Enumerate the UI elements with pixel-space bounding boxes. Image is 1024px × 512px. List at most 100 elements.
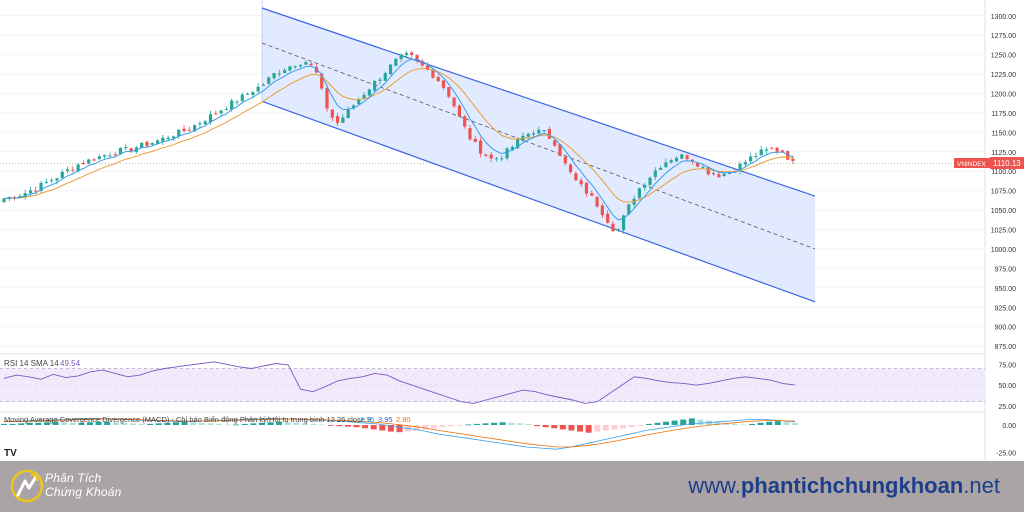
- candle-body: [415, 55, 419, 61]
- candle-body: [155, 140, 160, 144]
- candle-body: [473, 138, 477, 142]
- candle-body: [140, 142, 144, 149]
- candle-body: [219, 110, 223, 114]
- url-suffix: .net: [963, 473, 1000, 498]
- candle-body: [92, 159, 96, 161]
- candle-body: [447, 87, 451, 97]
- candle-body: [759, 149, 763, 156]
- macd-histogram-bar: [344, 425, 351, 427]
- macd-value-signal: 3.95: [378, 415, 393, 424]
- candle-body: [320, 73, 324, 89]
- macd-histogram-bar: [456, 425, 463, 426]
- macd-histogram-bar: [723, 422, 730, 425]
- candle-body: [653, 170, 657, 177]
- brand-logo-icon[interactable]: [10, 469, 44, 503]
- candle-body: [118, 147, 123, 154]
- candle-body: [526, 133, 530, 137]
- candle-body: [494, 158, 499, 160]
- macd-histogram-bar: [61, 422, 68, 425]
- macd-histogram-bar: [413, 425, 420, 431]
- tradingview-logo[interactable]: TV: [4, 448, 17, 459]
- macd-histogram-bar: [671, 420, 678, 425]
- candle-body: [298, 65, 303, 67]
- candle-body: [431, 69, 435, 78]
- candle-body: [245, 93, 250, 95]
- candle-body: [674, 157, 679, 162]
- candle-body: [537, 129, 541, 134]
- macd-histogram-bar: [362, 425, 369, 429]
- candle-body: [113, 154, 117, 156]
- price-tick-label: 950.00: [995, 286, 1017, 293]
- price-tick-label: 1050.00: [991, 208, 1016, 215]
- channel-middle-line: [261, 42, 816, 250]
- candle-body: [71, 169, 75, 171]
- macd-histogram-bar: [482, 423, 489, 425]
- candle-body: [336, 116, 340, 124]
- macd-histogram-bar: [267, 422, 274, 425]
- price-tick-label: 1100.00: [991, 169, 1016, 176]
- candle-body: [621, 215, 626, 231]
- macd-histogram-bar: [430, 425, 437, 429]
- rsi-tick-label: 25.00: [998, 404, 1016, 411]
- macd-histogram-bar: [731, 423, 738, 425]
- macd-histogram-bar: [602, 425, 609, 431]
- price-tick-label: 1175.00: [991, 111, 1016, 118]
- candle-body: [208, 114, 213, 123]
- macd-histogram-bar: [757, 422, 764, 425]
- candle-body: [34, 190, 38, 192]
- rsi-title: RSI 14 SMA 14: [4, 359, 59, 368]
- macd-histogram-bar: [370, 425, 377, 430]
- candle-body: [659, 168, 663, 170]
- macd-histogram-bar: [353, 425, 360, 428]
- candle-body: [457, 105, 461, 117]
- candle-body: [711, 173, 716, 175]
- candle-body: [161, 137, 165, 142]
- footer-banner: Phân Tích Chứng Khoán www.phantichchungk…: [0, 461, 1024, 512]
- rsi-tick-label: 75.00: [998, 362, 1016, 369]
- brand-name-line2: Chứng Khoán: [45, 485, 122, 499]
- candle-body: [426, 65, 430, 70]
- macd-histogram-bar: [766, 421, 773, 425]
- price-tick-label: 1150.00: [991, 130, 1016, 137]
- macd-histogram-bar: [396, 425, 403, 433]
- macd-histogram-bar: [783, 421, 790, 425]
- macd-histogram-bar: [628, 425, 635, 428]
- candle-body: [288, 66, 292, 71]
- candle-body: [696, 162, 700, 167]
- candle-body: [65, 169, 70, 172]
- price-tick-label: 1025.00: [991, 228, 1016, 235]
- macd-histogram-bar: [207, 423, 214, 425]
- candle-body: [81, 162, 86, 165]
- macd-histogram-bar: [654, 422, 661, 425]
- macd-histogram-bar: [233, 424, 240, 426]
- price-tick-label: 975.00: [995, 266, 1017, 273]
- candle-body: [611, 223, 615, 232]
- candle-body: [478, 140, 483, 154]
- macd-histogram-bar: [749, 423, 756, 425]
- macd-histogram-bar: [181, 421, 188, 425]
- candle-body: [547, 129, 552, 139]
- regression-channel-fill: [262, 8, 815, 302]
- price-tick-label: 1000.00: [991, 247, 1016, 254]
- site-url-link[interactable]: www.phantichchungkhoan.net: [688, 473, 1000, 499]
- candle-body: [637, 188, 642, 198]
- macd-signal-line: [3, 418, 796, 448]
- candle-body: [452, 97, 456, 107]
- macd-value-histogram: 2.80: [396, 415, 411, 424]
- candle-body: [468, 128, 472, 140]
- candle-body: [579, 180, 583, 185]
- macd-histogram-bar: [491, 422, 498, 425]
- candle-body: [590, 193, 594, 196]
- candle-body: [330, 109, 334, 118]
- candle-body: [44, 181, 48, 183]
- chart-svg[interactable]: 1300.00 1275.00 1250.00 1225.00 1200.00 1175.…: [0, 0, 1024, 461]
- candle-body: [680, 154, 684, 159]
- candle-body: [542, 130, 546, 132]
- macd-histogram-bar: [78, 422, 85, 425]
- macd-histogram-bar: [439, 425, 446, 428]
- macd-histogram-bar: [104, 421, 111, 425]
- candle-body: [251, 92, 255, 96]
- candle-body: [182, 128, 186, 132]
- candle-body: [309, 63, 313, 66]
- macd-histogram-bar: [26, 422, 33, 425]
